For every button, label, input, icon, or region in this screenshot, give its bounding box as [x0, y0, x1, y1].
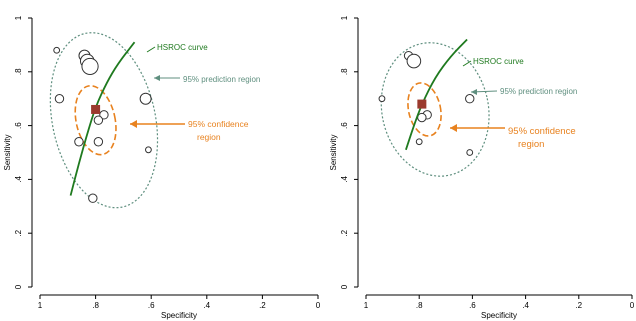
study-point — [81, 57, 99, 76]
y-tick-label: 0 — [340, 284, 349, 289]
study-point — [53, 46, 61, 54]
y-tick-label: 1 — [340, 15, 349, 20]
study-point — [465, 94, 475, 104]
study-point — [406, 53, 422, 69]
study-point — [466, 149, 474, 156]
x-tick-label: 0 — [630, 301, 635, 310]
y-tick-label: .6 — [14, 122, 23, 129]
y-axis-title: Sensitivity — [329, 134, 338, 170]
x-tick-label: .6 — [469, 301, 476, 310]
prediction-label: 95% prediction region — [183, 75, 260, 84]
confidence-label-line1: 95% confidence — [188, 119, 249, 129]
hsroc-label: HSROC curve — [157, 43, 208, 52]
x-tick-label: .2 — [259, 301, 266, 310]
confidence-arrow-head — [130, 120, 137, 128]
y-tick-label: .2 — [14, 229, 23, 236]
prediction-label: 95% prediction region — [500, 87, 577, 96]
prediction-arrow-head — [154, 75, 160, 81]
x-tick-label: 1 — [364, 301, 369, 310]
x-tick-label: .4 — [522, 301, 529, 310]
confidence-region-ellipse — [74, 84, 117, 156]
study-point — [93, 137, 104, 147]
hsroc-label: HSROC curve — [473, 57, 524, 66]
y-tick-label: 1 — [14, 15, 23, 20]
x-tick-label: .6 — [148, 301, 155, 310]
study-point — [88, 193, 98, 203]
hsroc-label-leader — [462, 60, 472, 67]
study-point — [415, 138, 423, 146]
confidence-arrow-head — [450, 124, 457, 132]
prediction-arrow-head — [471, 89, 477, 95]
chart-panel-2: 0 .2 .4 .6 .8 1 1 .8 .6 .4 .2 0 Specificity Sensitivi… — [329, 15, 635, 320]
y-tick-label: .8 — [340, 68, 349, 75]
x-tick-label: .2 — [575, 301, 582, 310]
prediction-region-ellipse — [380, 42, 490, 177]
study-point — [74, 137, 84, 147]
y-tick-label: 0 — [14, 284, 23, 289]
confidence-label-line2: region — [518, 139, 544, 150]
x-tick-label: 0 — [316, 301, 321, 310]
study-point — [54, 94, 65, 104]
x-axis-title: Specificity — [481, 311, 517, 320]
summary-point — [417, 99, 427, 109]
confidence-label-line1: 95% confidence — [508, 126, 576, 137]
confidence-region-ellipse — [407, 82, 442, 137]
study-point — [378, 95, 386, 103]
hsroc-curve — [69, 41, 136, 196]
study-point — [139, 92, 152, 105]
y-tick-label: .4 — [14, 176, 23, 183]
x-axis-title: Specificity — [161, 311, 197, 320]
x-tick-label: 1 — [38, 301, 43, 310]
y-tick-label: .2 — [340, 229, 349, 236]
study-point — [93, 115, 104, 125]
hsroc-label-leader — [146, 46, 156, 53]
y-tick-label: .4 — [340, 176, 349, 183]
chart-panel-1: 0 .2 .4 .6 .8 1 1 .8 .6 .4 .2 0 Specificity Sensitivi… — [3, 15, 321, 320]
x-tick-label: .8 — [92, 301, 99, 310]
study-point — [145, 146, 152, 154]
y-axis-title: Sensitivity — [3, 134, 12, 170]
x-tick-label: .8 — [416, 301, 423, 310]
confidence-label-line2: region — [197, 132, 221, 142]
y-tick-label: .6 — [340, 122, 349, 129]
prediction-region-ellipse — [49, 32, 159, 209]
y-tick-label: .8 — [14, 68, 23, 75]
study-point — [99, 110, 109, 120]
x-tick-label: .4 — [203, 301, 210, 310]
summary-point — [91, 104, 101, 114]
